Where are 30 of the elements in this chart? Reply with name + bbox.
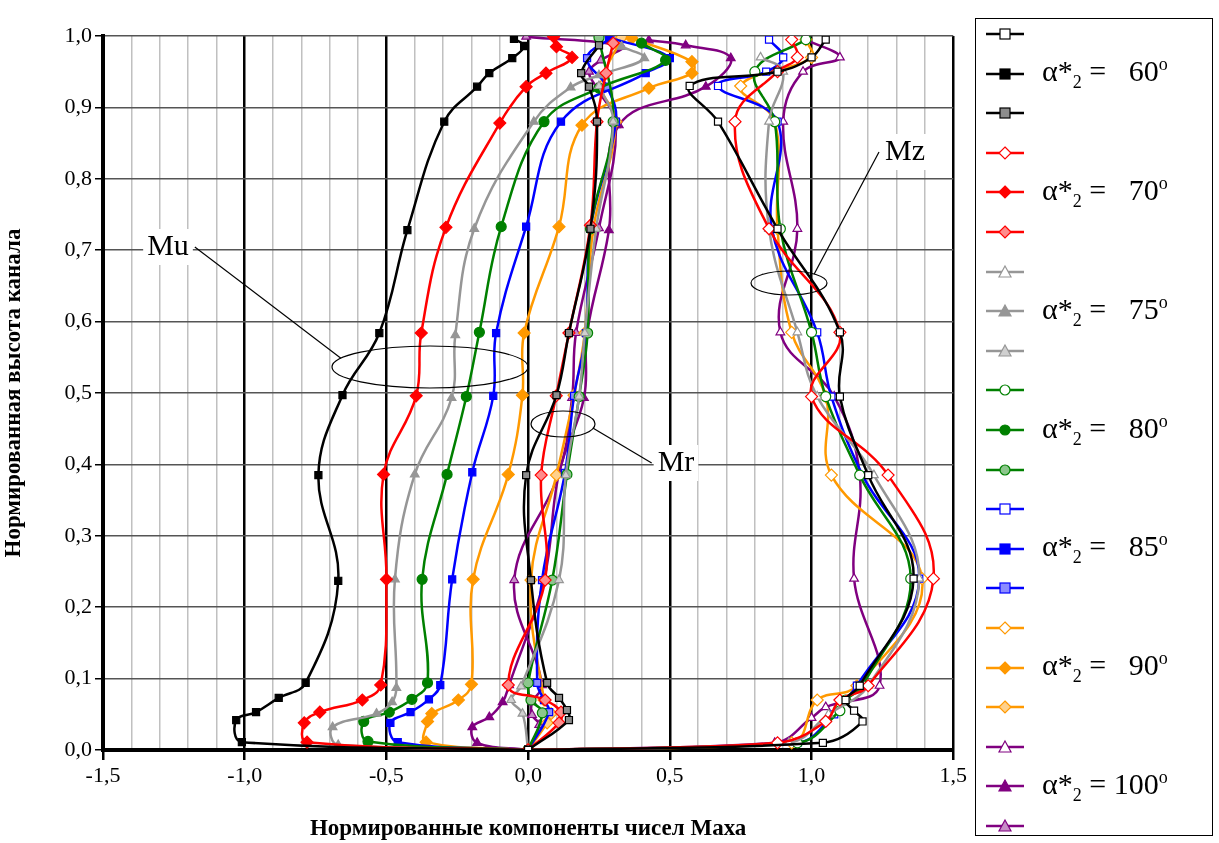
annotation: Mr — [657, 443, 695, 477]
legend-label: α*$_{2}$ = 90$^{o}$ — [1042, 648, 1168, 688]
x-tick-label: 1,0 — [797, 761, 826, 787]
legend-label: α*$_{2}$ = 80$^{o}$ — [1042, 410, 1168, 450]
y-tick-label: 0,5 — [64, 378, 92, 404]
y-axis-title: Нормированная высота канала — [0, 228, 25, 558]
x-axis-title: Нормированные компоненты чисел Маха — [309, 815, 747, 841]
y-tick-label: 0,3 — [64, 521, 92, 547]
y-tick-label: 0,9 — [64, 93, 92, 119]
x-tick-label: 0,0 — [514, 761, 542, 787]
legend-label: α*$_{2}$ = 100$^{o}$ — [1042, 766, 1168, 806]
x-tick-label: 0,5 — [656, 761, 684, 787]
y-tick-label: 1,0 — [64, 21, 92, 47]
y-tick-label: 0,0 — [64, 735, 92, 761]
y-tick-label: 0,4 — [64, 450, 92, 476]
legend-label: α*$_{2}$ = 60$^{o}$ — [1042, 54, 1168, 94]
annotation: Mu — [147, 227, 189, 261]
y-tick-label: 0,6 — [64, 307, 92, 333]
x-tick-label: -0,5 — [369, 761, 404, 787]
x-tick-label: 1,5 — [939, 761, 967, 787]
y-tick-label: 0,8 — [64, 164, 92, 190]
annotation: Mz — [885, 132, 925, 166]
x-tick-label: -1,5 — [85, 761, 121, 787]
legend-label: α*$_{2}$ = 75$^{o}$ — [1042, 291, 1168, 331]
x-tick-label: -1,0 — [227, 761, 263, 787]
y-tick-label: 0,7 — [64, 235, 92, 261]
y-tick-label: 0,2 — [64, 592, 92, 618]
legend-label: α*$_{2}$ = 85$^{o}$ — [1042, 529, 1168, 569]
legend-label: α*$_{2}$ = 70$^{o}$ — [1042, 172, 1168, 212]
y-tick-label: 0,1 — [64, 664, 92, 690]
